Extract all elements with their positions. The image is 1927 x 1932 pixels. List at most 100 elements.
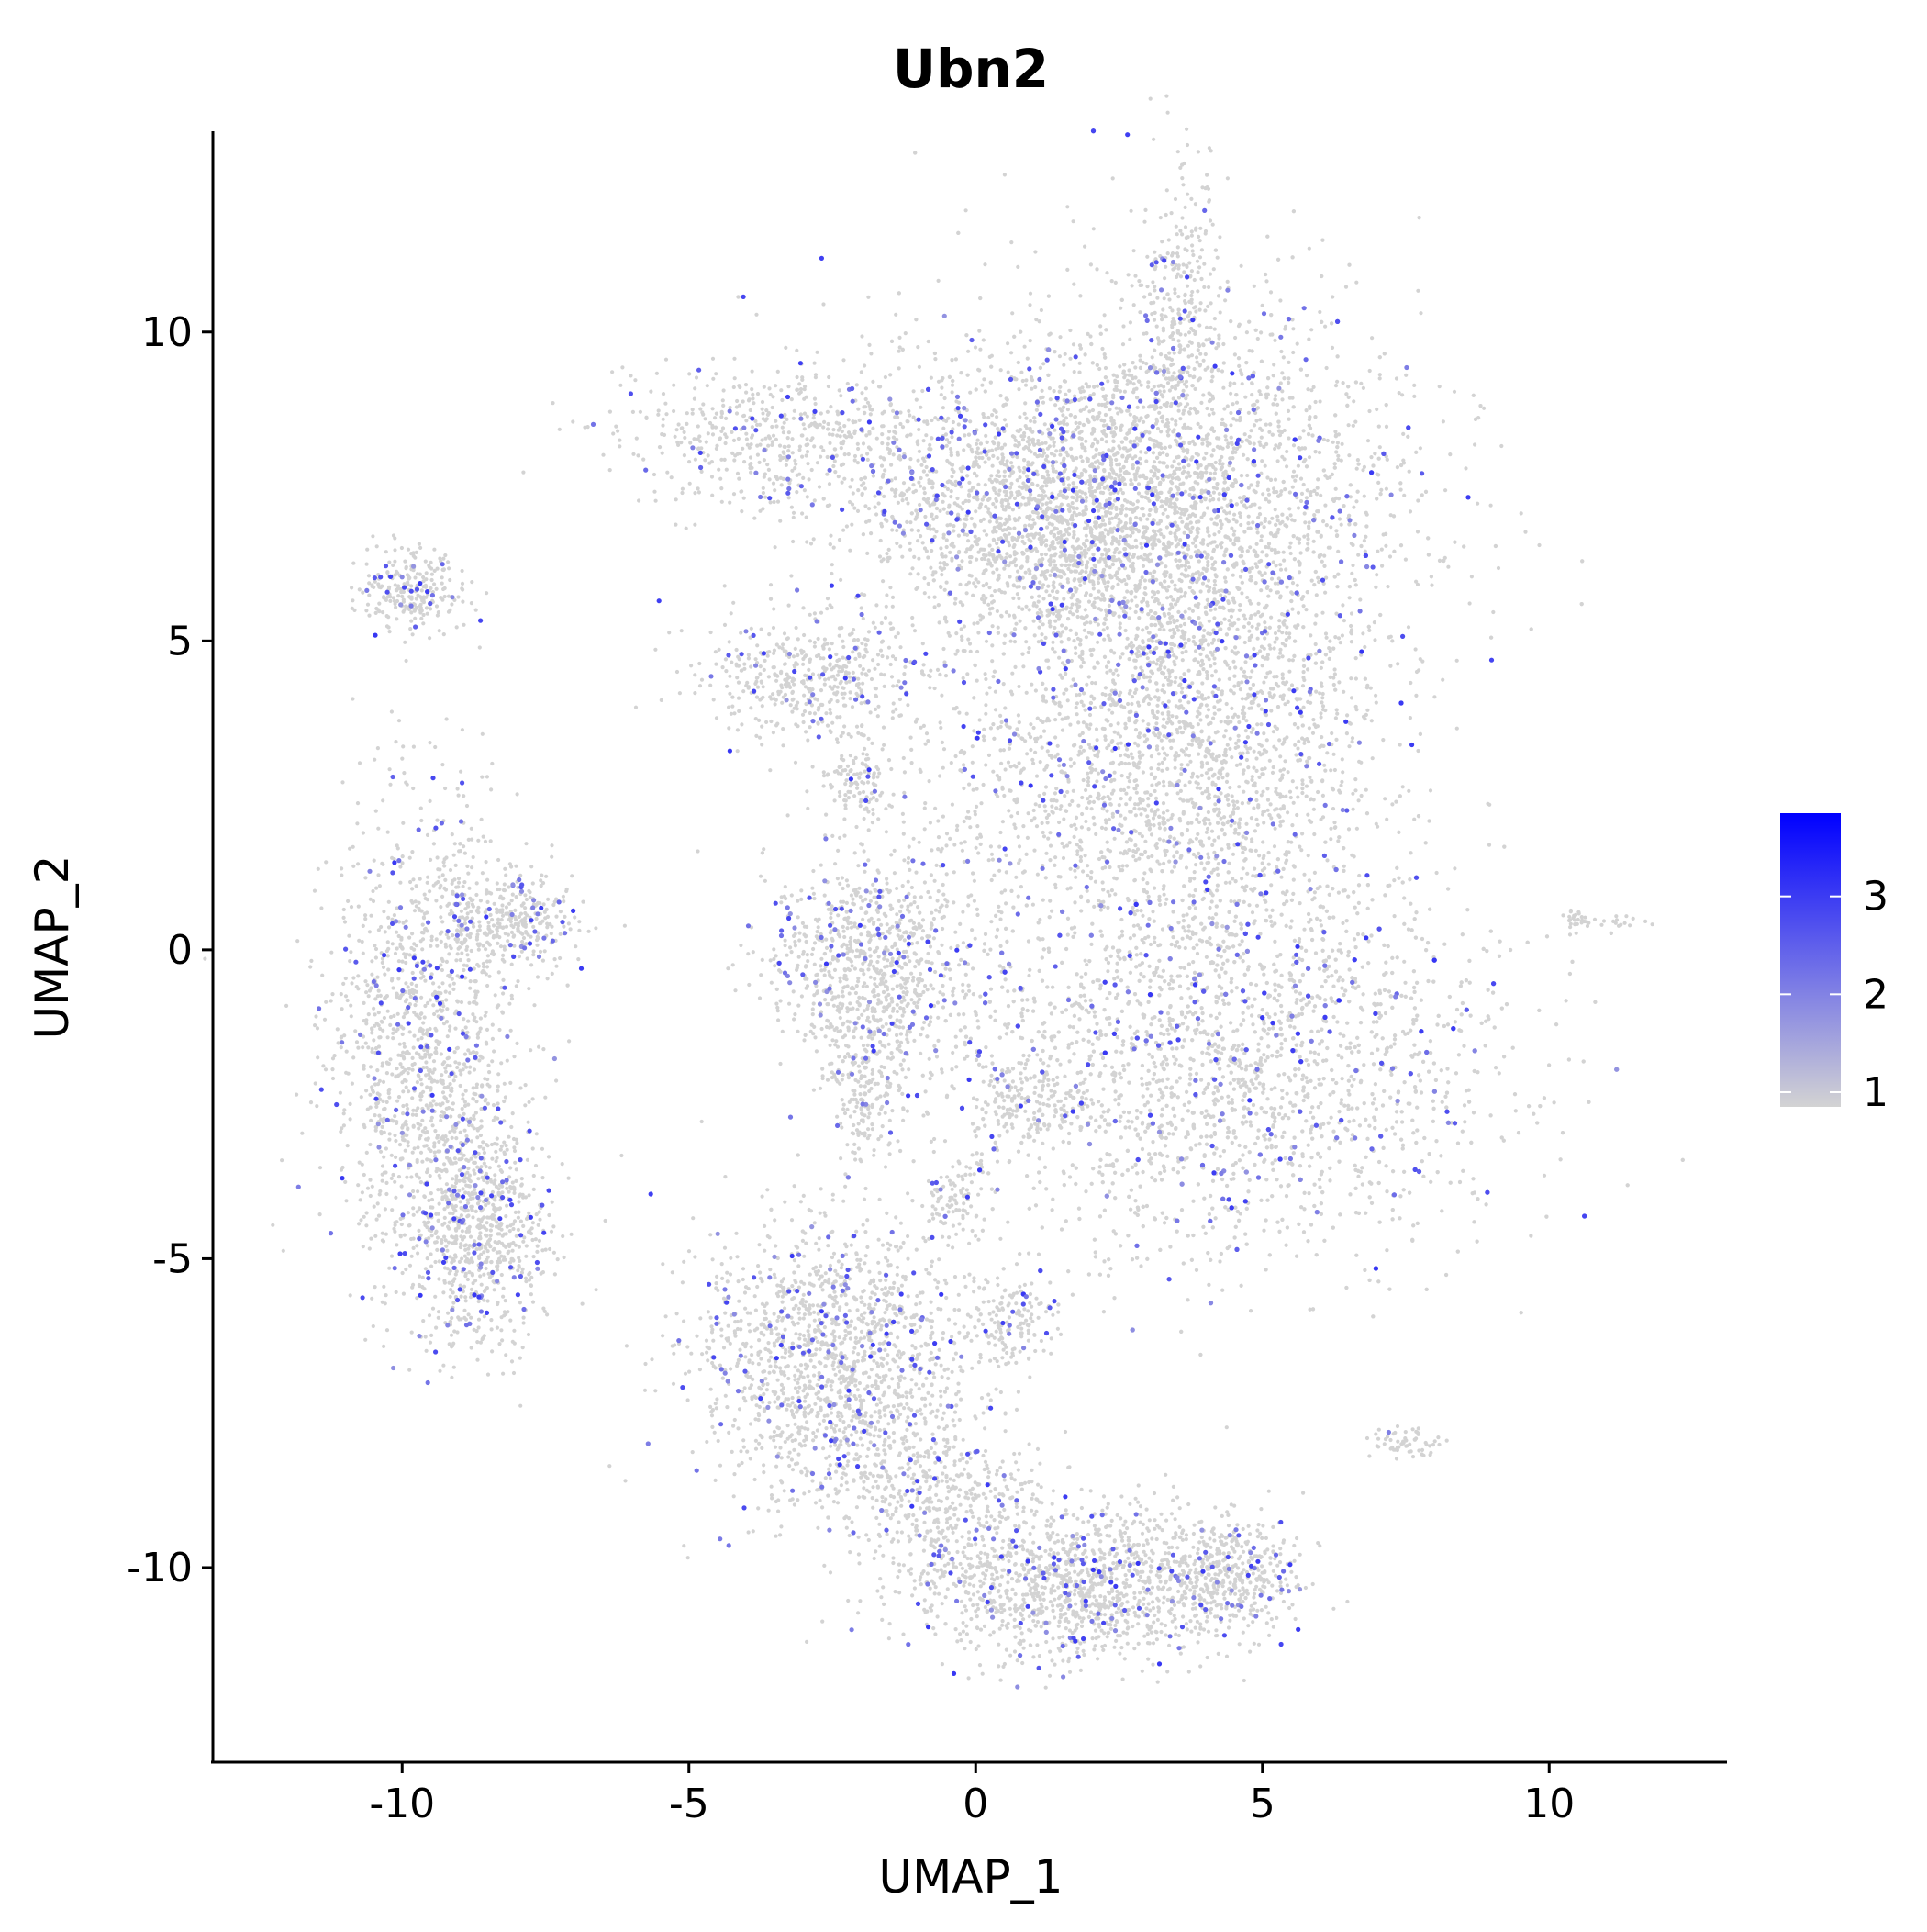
cell-point <box>968 419 973 424</box>
cell-point <box>1020 607 1025 611</box>
cell-point <box>1087 409 1092 414</box>
cell-point <box>1333 434 1338 439</box>
cell-point <box>1074 631 1078 637</box>
cell-point <box>991 453 996 458</box>
cell-point <box>1220 506 1224 510</box>
cell-point <box>956 400 962 405</box>
cell-point <box>1260 612 1264 617</box>
cell-point <box>986 558 991 563</box>
cell-point <box>1291 469 1297 474</box>
cell-point <box>1392 549 1397 554</box>
cell-point <box>964 550 968 554</box>
cell-point <box>1324 523 1329 528</box>
cell-point <box>1050 522 1054 527</box>
cell-point <box>959 371 964 375</box>
cell-point <box>974 455 978 460</box>
cell-point <box>964 498 968 504</box>
cell-point <box>1044 589 1049 594</box>
cell-point <box>1292 722 1298 727</box>
cell-point <box>1287 658 1292 663</box>
cell-point <box>1186 517 1190 521</box>
cell-point <box>955 648 960 653</box>
cell-point <box>1367 408 1372 414</box>
cell-point <box>1209 517 1214 521</box>
cell-point <box>941 535 946 540</box>
cell-point <box>939 585 943 590</box>
cell-point <box>932 595 937 599</box>
cell-point <box>860 391 864 396</box>
cell-point <box>1211 547 1217 553</box>
cell-point <box>1063 518 1067 522</box>
cell-point <box>1246 410 1251 415</box>
cell-point <box>967 642 973 646</box>
cell-point <box>1080 569 1085 574</box>
cell-point <box>930 418 934 423</box>
cell-point <box>959 627 964 631</box>
cell-point <box>1264 441 1269 447</box>
cell-point <box>850 502 855 507</box>
cell-point <box>930 486 935 490</box>
cell-point <box>1182 621 1187 627</box>
cell-point <box>1228 666 1232 671</box>
cell-point <box>1250 624 1254 629</box>
cell-point <box>1142 405 1146 409</box>
cell-point <box>1285 524 1289 529</box>
cell-point <box>1030 378 1035 383</box>
cell-point <box>1010 508 1015 512</box>
cell-point <box>904 497 909 501</box>
cell-point <box>751 392 755 396</box>
cell-point <box>1186 463 1191 468</box>
cell-point <box>1012 615 1017 620</box>
cell-point <box>1242 452 1246 457</box>
cell-point <box>1118 550 1122 554</box>
cell-point <box>1161 373 1166 377</box>
cell-point <box>1122 389 1127 394</box>
cell-point <box>1118 389 1122 394</box>
points-layer <box>203 94 1685 1690</box>
cell-point <box>879 463 885 468</box>
cell-point <box>1270 516 1275 520</box>
cell-point <box>1388 664 1393 668</box>
cell-point <box>1135 499 1140 504</box>
cell-point <box>1164 553 1169 558</box>
cell-point <box>804 515 808 519</box>
cell-point <box>1103 560 1108 564</box>
cell-point <box>1092 494 1097 499</box>
cell-point <box>956 512 961 517</box>
cell-point <box>1155 455 1160 460</box>
cell-point <box>1011 470 1016 475</box>
cell-point <box>1236 617 1241 621</box>
cell-point <box>984 596 988 600</box>
cell-point <box>1158 480 1163 485</box>
cell-point <box>610 370 615 374</box>
cell-point <box>1092 385 1097 389</box>
cell-point <box>1348 483 1353 487</box>
cell-point <box>871 474 876 478</box>
cell-point <box>1363 549 1367 553</box>
cell-point <box>1251 682 1255 687</box>
cell-point <box>1047 547 1052 552</box>
cell-point <box>1068 610 1073 615</box>
cell-point <box>1282 376 1287 381</box>
cell-point <box>1209 471 1213 475</box>
cell-point <box>995 498 999 504</box>
cell-point <box>1296 463 1300 468</box>
cell-point <box>890 528 895 532</box>
cell-point <box>821 302 826 307</box>
cell-point <box>1068 517 1073 521</box>
cell-point <box>1212 532 1217 537</box>
cell-point <box>1227 519 1231 524</box>
cell-point <box>1057 421 1062 426</box>
cell-point <box>1332 465 1337 470</box>
cell-point <box>1152 534 1156 539</box>
cell-point <box>1008 526 1012 531</box>
cell-point <box>1128 320 1132 325</box>
cell-point <box>938 561 942 565</box>
cell-point <box>1138 358 1142 363</box>
cell-point <box>1122 547 1127 552</box>
cell-point <box>869 531 874 536</box>
cell-point <box>748 455 753 460</box>
cell-point <box>1108 497 1112 501</box>
cell-point <box>1193 537 1197 542</box>
cell-point <box>1006 584 1010 588</box>
